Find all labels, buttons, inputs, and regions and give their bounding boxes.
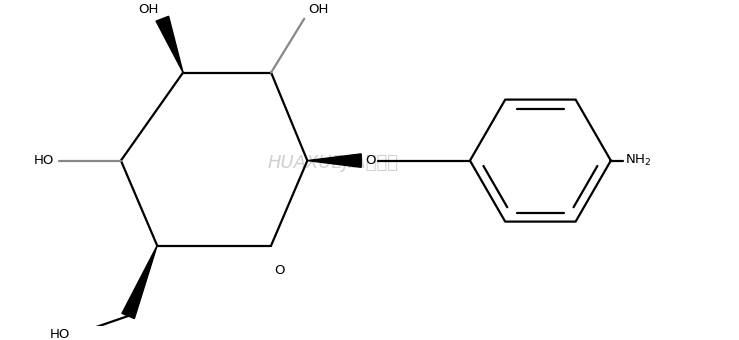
Text: NH$_2$: NH$_2$ [625,153,652,168]
Text: HUAXUEJIA化学加: HUAXUEJIA化学加 [268,154,399,172]
Polygon shape [122,245,157,319]
Text: HO: HO [50,328,70,340]
Text: O: O [274,264,285,277]
Polygon shape [156,16,183,72]
Polygon shape [307,154,361,167]
Text: OH: OH [308,3,329,16]
Text: HO: HO [34,154,55,167]
Text: OH: OH [138,3,158,16]
Text: O: O [365,154,376,167]
